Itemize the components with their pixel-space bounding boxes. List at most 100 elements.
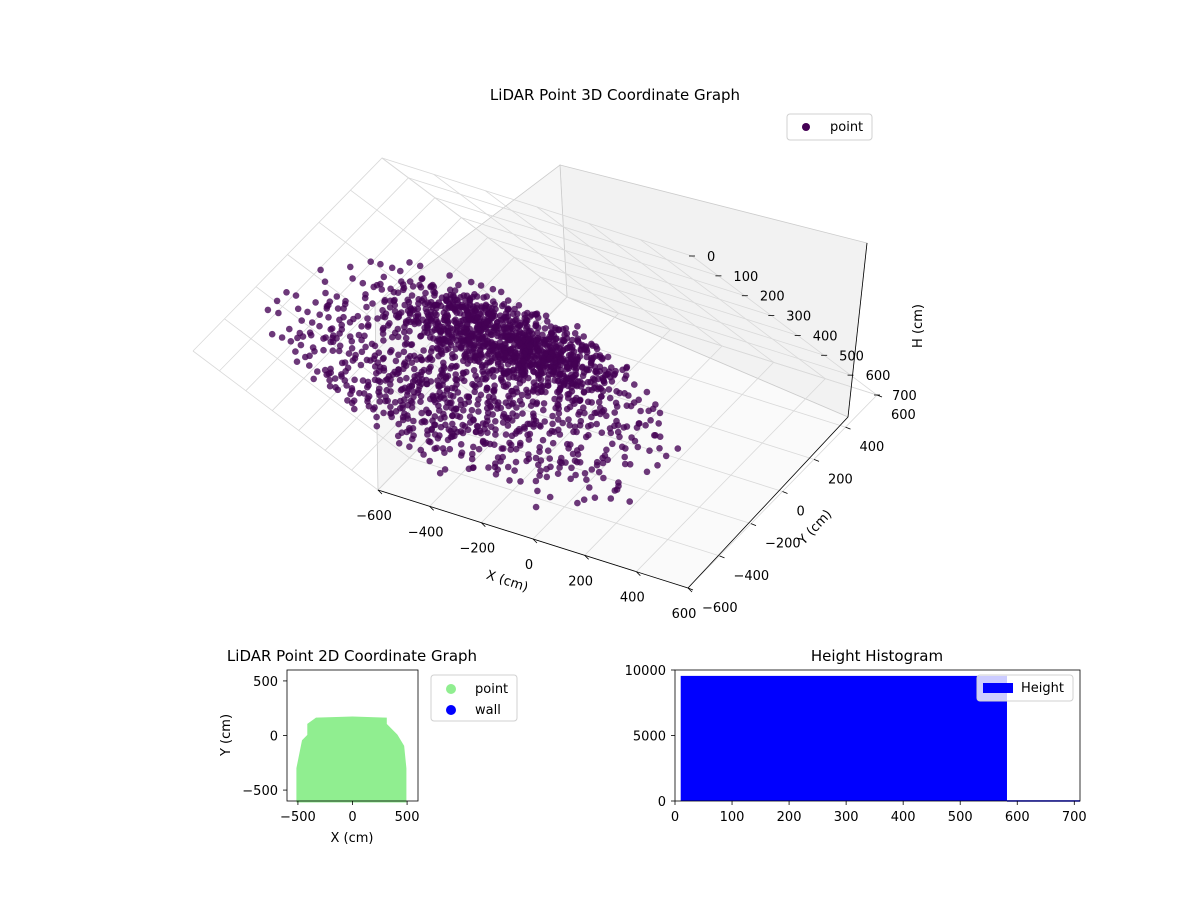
point-3d — [347, 263, 354, 271]
point-3d — [410, 417, 417, 425]
point-3d — [540, 400, 548, 407]
point-3d — [442, 375, 450, 382]
point-3d — [526, 430, 534, 438]
point-3d — [360, 390, 368, 397]
x-tick-mark — [584, 555, 589, 560]
point-3d — [510, 310, 517, 318]
point-region-2d — [296, 716, 407, 803]
point-3d — [593, 409, 600, 417]
point-3d — [336, 330, 343, 337]
y-tick-mark — [813, 458, 820, 462]
z-axis-label-3d: H (cm) — [911, 304, 926, 348]
point-3d — [485, 464, 492, 471]
point-3d — [509, 359, 516, 366]
point-3d — [501, 370, 509, 378]
y-tick-mark — [750, 523, 757, 527]
point-3d — [604, 353, 612, 361]
point-3d — [489, 342, 497, 350]
point-3d — [500, 301, 508, 308]
point-3d — [546, 355, 553, 363]
point-3d — [458, 317, 465, 325]
point-3d — [312, 299, 319, 306]
x-tick-label-hist: 0 — [671, 810, 679, 825]
point-3d — [394, 325, 402, 333]
point-3d — [400, 286, 407, 294]
point-3d — [599, 387, 607, 395]
point-3d — [576, 397, 583, 405]
point-3d — [576, 459, 584, 466]
point-3d — [406, 443, 413, 451]
point-3d — [394, 333, 402, 341]
point-3d — [492, 460, 499, 467]
point-3d — [298, 317, 306, 324]
point-3d — [390, 288, 398, 296]
point-3d — [563, 365, 571, 373]
point-3d — [654, 462, 661, 469]
point-3d — [380, 367, 388, 374]
point-3d — [484, 429, 491, 437]
point-3d — [374, 315, 381, 322]
point-3d — [341, 359, 349, 366]
point-3d — [453, 376, 461, 384]
grid-line-h-2 — [245, 197, 745, 391]
point-3d — [583, 353, 591, 361]
point-3d — [623, 423, 631, 430]
point-3d — [304, 308, 311, 316]
point-3d — [532, 454, 540, 462]
point-3d — [508, 400, 516, 408]
point-3d — [395, 420, 403, 428]
point-3d — [401, 328, 408, 336]
point-3d — [506, 477, 513, 484]
point-3d — [512, 458, 520, 466]
point-3d — [472, 335, 480, 343]
point-3d — [497, 333, 505, 341]
point-3d — [603, 412, 610, 420]
point-3d — [424, 329, 431, 337]
point-3d — [402, 334, 410, 342]
point-3d — [534, 329, 541, 337]
point-3d — [426, 365, 433, 372]
point-3d — [518, 371, 525, 379]
point-3d — [574, 499, 581, 507]
point-3d — [500, 410, 508, 418]
legend-3d: point — [786, 113, 873, 141]
point-3d — [477, 282, 485, 289]
point-3d — [492, 418, 499, 425]
point-3d — [449, 354, 456, 362]
point-3d — [483, 414, 491, 421]
point-3d — [346, 319, 354, 326]
point-3d — [379, 355, 387, 363]
point-3d — [369, 300, 376, 307]
point-3d — [365, 382, 372, 389]
x-tick-label-hist: 100 — [720, 810, 745, 825]
point-3d — [443, 297, 450, 304]
point-3d — [395, 351, 402, 359]
point-3d — [452, 371, 460, 378]
point-3d — [377, 280, 384, 288]
z-axis-line — [847, 242, 868, 418]
chart-histogram: Height Histogram 0 100 200 300 400 500 600 700 … — [625, 647, 1087, 825]
point-3d — [387, 388, 394, 395]
point-3d — [420, 417, 428, 425]
x-tick-label-3d: 0 — [525, 558, 533, 573]
point-3d — [444, 327, 452, 335]
point-3d — [449, 430, 456, 438]
point-3d — [615, 479, 622, 486]
point-3d — [334, 305, 342, 312]
point-3d — [475, 408, 482, 415]
point-3d — [499, 419, 507, 426]
point-3d — [517, 478, 524, 485]
point-3d — [275, 309, 282, 317]
point-3d — [470, 303, 477, 311]
point-3d — [316, 311, 324, 319]
point-3d — [406, 427, 414, 434]
point-3d — [321, 278, 329, 286]
point-3d — [418, 376, 426, 383]
point-3d — [595, 468, 603, 476]
point-3d — [379, 326, 387, 333]
point-3d — [547, 363, 555, 370]
point-3d — [618, 443, 626, 451]
point-3d — [436, 469, 444, 477]
point-3d — [540, 358, 547, 366]
